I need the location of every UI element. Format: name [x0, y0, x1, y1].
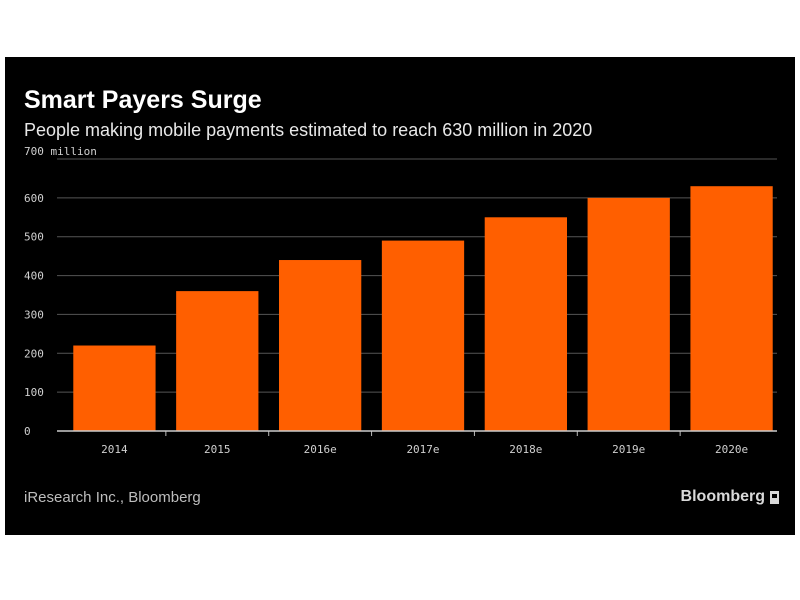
y-tick-label: 300: [24, 308, 44, 321]
source-note: iResearch Inc., Bloomberg: [24, 489, 201, 506]
x-tick-label: 2019e: [612, 443, 645, 456]
y-unit-label: 700 million: [24, 145, 97, 158]
bar-2018e: [484, 217, 567, 431]
bar-2016e: [279, 260, 362, 431]
x-tick-label: 2015: [204, 443, 231, 456]
bloomberg-icon: [770, 490, 779, 504]
bar-2015: [176, 291, 259, 431]
x-tick-label: 2016e: [304, 443, 337, 456]
x-tick-label: 2018e: [509, 443, 542, 456]
y-tick-label: 500: [24, 231, 44, 244]
y-tick-label: 600: [24, 192, 44, 205]
brand-logo: Bloomberg: [681, 487, 779, 507]
bar-2014: [73, 345, 156, 431]
y-tick-label: 200: [24, 347, 44, 360]
y-tick-label: 400: [24, 270, 44, 283]
x-tick-label: 2017e: [406, 443, 439, 456]
x-tick-label: 2020e: [715, 443, 748, 456]
bar-chart: 0 100 200 300 400 500 600 2014 2015 2016e 2017e 201…: [24, 145, 777, 456]
bar-2019e: [587, 197, 670, 431]
y-tick-label: 100: [24, 386, 44, 399]
bar-2017e: [381, 240, 465, 431]
x-tick-label: 2014: [101, 443, 128, 456]
chart-panel: Smart Payers Surge People making mobile …: [5, 57, 795, 535]
brand-name: Bloomberg: [680, 488, 765, 505]
chart-subtitle: People making mobile payments estimated …: [24, 120, 593, 140]
bar-2020e: [690, 186, 773, 431]
y-tick-label: 0: [24, 425, 31, 438]
bars: [73, 186, 773, 431]
chart-title: Smart Payers Surge: [24, 86, 262, 114]
axis: 0 100 200 300 400 500 600 2014 2015 2016e 2017e 201…: [24, 192, 777, 456]
